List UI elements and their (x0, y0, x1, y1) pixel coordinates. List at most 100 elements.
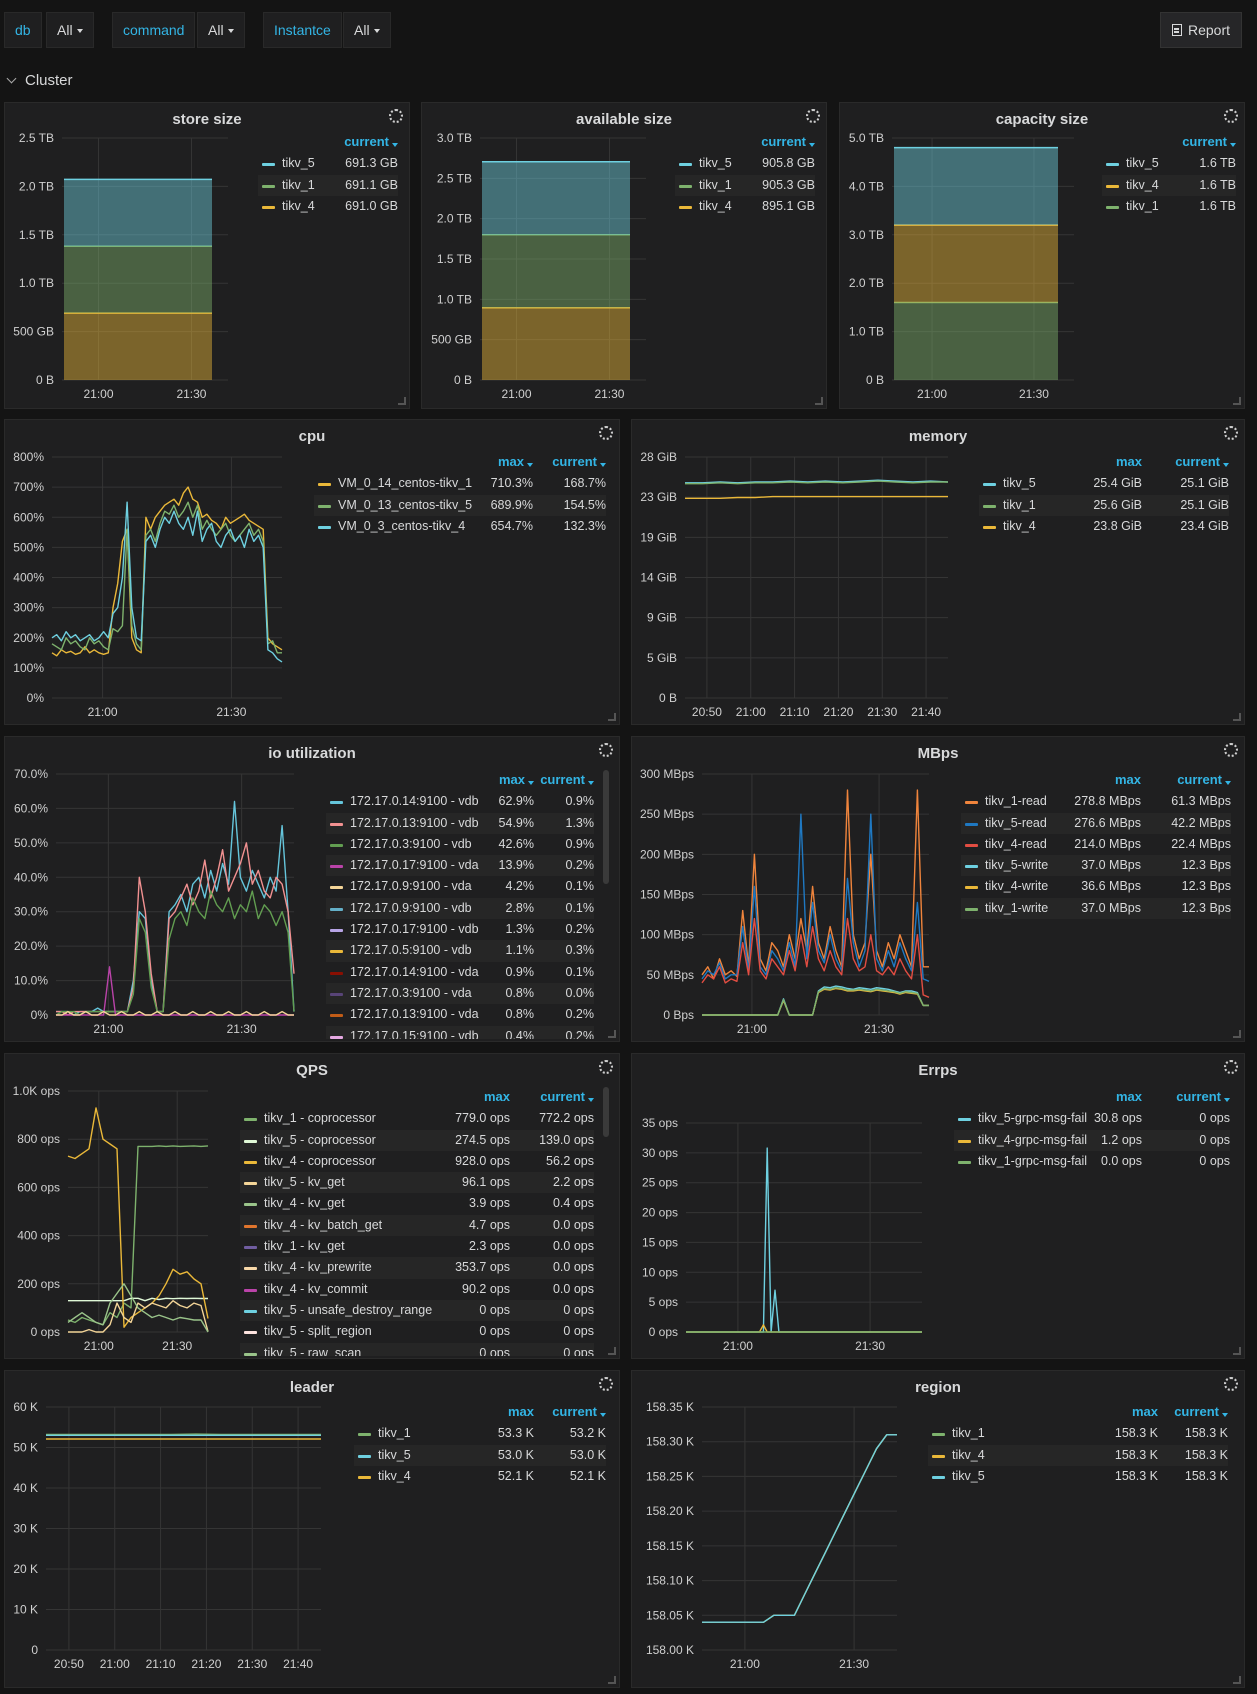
panel-title[interactable]: cpu (298, 428, 326, 445)
resize-handle-icon[interactable] (608, 713, 616, 721)
series-color-swatch[interactable] (330, 1014, 343, 1018)
legend-series-name[interactable]: VM_0_14_centos-tikv_1 (338, 476, 473, 491)
resize-handle-icon[interactable] (1233, 397, 1241, 405)
series-color-swatch[interactable] (330, 843, 343, 847)
series-color-swatch[interactable] (965, 822, 978, 826)
legend-item[interactable]: 172.17.0.14:9100 - vda 0.9% 0.1% (326, 962, 594, 983)
legend-sort-current[interactable]: current (761, 134, 815, 149)
legend-series-name[interactable]: 172.17.0.9:9100 - vda (350, 879, 472, 894)
legend-item[interactable]: tikv_4 23.8 GiB 23.4 GiB (979, 516, 1229, 537)
panel-title[interactable]: capacity size (995, 111, 1089, 128)
legend-item[interactable]: tikv_4 158.3 K 158.3 K (928, 1444, 1228, 1466)
series-color-swatch[interactable] (965, 907, 978, 911)
series-color-swatch[interactable] (330, 929, 343, 933)
legend-sort-max[interactable]: max (498, 454, 533, 469)
legend-sort-current[interactable]: current (1182, 134, 1236, 149)
panel-title[interactable]: MBps (917, 745, 959, 762)
legend-series-name[interactable]: 172.17.0.15:9100 - vdb (350, 1028, 479, 1039)
panel-title[interactable]: io utilization (268, 745, 356, 762)
series-color-swatch[interactable] (244, 1160, 257, 1164)
legend-series-name[interactable]: tikv_5 (699, 156, 732, 171)
legend-item[interactable]: tikv_1 691.1 GB (258, 174, 398, 196)
legend-series-name[interactable]: tikv_4 - kv_batch_get (264, 1217, 383, 1232)
legend-series-name[interactable]: tikv_1-grpc-msg-fail (978, 1153, 1088, 1168)
legend-series-name[interactable]: tikv_1 (378, 1426, 411, 1441)
legend-series-name[interactable]: 172.17.0.14:9100 - vda (350, 964, 479, 979)
legend-series-name[interactable]: 172.17.0.3:9100 - vdb (350, 836, 472, 851)
series-color-swatch[interactable] (965, 801, 978, 805)
series-color-swatch[interactable] (983, 525, 996, 529)
series-color-swatch[interactable] (679, 205, 692, 209)
legend-item[interactable]: tikv_1 - coprocessor 779.0 ops 772.2 ops (240, 1108, 594, 1129)
legend-series-name[interactable]: 172.17.0.5:9100 - vdb (350, 943, 472, 958)
legend-item[interactable]: 172.17.0.9:9100 - vdb 2.8% 0.1% (326, 897, 594, 920)
series-color-swatch[interactable] (679, 184, 692, 188)
legend-item[interactable]: tikv_1 905.3 GB (675, 174, 815, 196)
legend-series-name[interactable]: tikv_4 - kv_prewrite (264, 1260, 372, 1275)
series-color-swatch[interactable] (262, 205, 275, 209)
legend-item[interactable]: tikv_4 52.1 K 52.1 K (354, 1466, 606, 1487)
series-color-swatch[interactable] (330, 822, 343, 826)
legend-item[interactable]: tikv_5 53.0 K 53.0 K (354, 1444, 606, 1466)
legend-item[interactable]: tikv_4 1.6 TB (1102, 174, 1236, 196)
legend-sort-current[interactable]: current (1174, 1404, 1228, 1419)
legend-series-name[interactable]: tikv_1 (952, 1426, 985, 1441)
resize-handle-icon[interactable] (608, 1676, 616, 1684)
series-color-swatch[interactable] (679, 163, 692, 167)
panel-title[interactable]: available size (576, 111, 672, 128)
panel-title[interactable]: store size (172, 111, 242, 128)
legend-series-name[interactable]: tikv_1 (1003, 497, 1036, 512)
legend-series-name[interactable]: tikv_1 (282, 177, 315, 192)
panel-title[interactable]: QPS (296, 1062, 328, 1079)
legend-item[interactable]: tikv_1 158.3 K 158.3 K (928, 1423, 1228, 1444)
legend-series-name[interactable]: 172.17.0.3:9100 - vda (350, 985, 472, 1000)
series-color-swatch[interactable] (244, 1246, 257, 1250)
legend-series-name[interactable]: 172.17.0.13:9100 - vdb (350, 815, 479, 830)
resize-handle-icon[interactable] (608, 1030, 616, 1038)
legend-item[interactable]: 172.17.0.13:9100 - vdb 54.9% 1.3% (326, 812, 594, 834)
series-color-swatch[interactable] (932, 1454, 945, 1458)
legend-series-name[interactable]: tikv_5-read (985, 815, 1047, 830)
legend-item[interactable]: tikv_1-write 37.0 MBps 12.3 Bps (961, 897, 1231, 920)
legend-sort-max[interactable]: max (1115, 772, 1141, 787)
legend-series-name[interactable]: tikv_5 (378, 1447, 411, 1462)
legend-series-name[interactable]: tikv_5 - raw_scan (264, 1345, 362, 1356)
series-color-swatch[interactable] (244, 1288, 257, 1292)
legend-series-name[interactable]: 172.17.0.9:9100 - vdb (350, 900, 472, 915)
legend-series-name[interactable]: tikv_1 - coprocessor (264, 1111, 376, 1126)
legend-item[interactable]: tikv_4-read 214.0 MBps 22.4 MBps (961, 834, 1231, 855)
legend-item[interactable]: tikv_4-write 36.6 MBps 12.3 Bps (961, 876, 1231, 897)
series-color-swatch[interactable] (330, 907, 343, 911)
legend-series-name[interactable]: tikv_1-write (985, 900, 1049, 915)
legend-sort-current[interactable]: current (540, 772, 594, 787)
series-color-swatch[interactable] (244, 1224, 257, 1228)
legend-item[interactable]: tikv_1-grpc-msg-fail 0.0 ops 0 ops (954, 1151, 1230, 1172)
series-color-swatch[interactable] (330, 865, 343, 869)
legend-sort-max[interactable]: max (508, 1404, 534, 1419)
legend-item[interactable]: 172.17.0.3:9100 - vdb 42.6% 0.9% (326, 834, 594, 855)
series-color-swatch[interactable] (330, 1035, 343, 1039)
legend-series-name[interactable]: 172.17.0.17:9100 - vda (350, 858, 479, 873)
legend-sort-current[interactable]: current (1177, 772, 1231, 787)
series-color-swatch[interactable] (318, 483, 331, 487)
series-color-swatch[interactable] (244, 1203, 257, 1207)
legend-sort-current[interactable]: current (552, 1404, 606, 1419)
legend-series-name[interactable]: tikv_5 - split_region (264, 1324, 372, 1339)
legend-item[interactable]: tikv_4-grpc-msg-fail 1.2 ops 0 ops (954, 1129, 1230, 1151)
legend-item[interactable]: tikv_5 1.6 TB (1102, 153, 1236, 174)
series-color-swatch[interactable] (965, 865, 978, 869)
series-color-swatch[interactable] (958, 1139, 971, 1143)
legend-item[interactable]: tikv_5 - raw_scan 0 ops 0 ops (240, 1342, 594, 1356)
legend-item[interactable]: tikv_4 895.1 GB (675, 196, 815, 217)
resize-handle-icon[interactable] (608, 1347, 616, 1355)
report-button[interactable]: Report (1160, 12, 1242, 48)
legend-item[interactable]: tikv_5 691.3 GB (258, 153, 398, 174)
series-color-swatch[interactable] (244, 1309, 257, 1313)
legend-series-name[interactable]: tikv_5 - coprocessor (264, 1132, 376, 1147)
legend-series-name[interactable]: tikv_5 (952, 1468, 985, 1483)
legend-item[interactable]: tikv_5-grpc-msg-fail 30.8 ops 0 ops (954, 1108, 1230, 1129)
legend-item[interactable]: tikv_1 - kv_get 2.3 ops 0.0 ops (240, 1236, 594, 1257)
series-color-swatch[interactable] (932, 1475, 945, 1479)
legend-series-name[interactable]: tikv_4 - kv_commit (264, 1281, 368, 1296)
legend-series-name[interactable]: tikv_1-read (985, 794, 1047, 809)
